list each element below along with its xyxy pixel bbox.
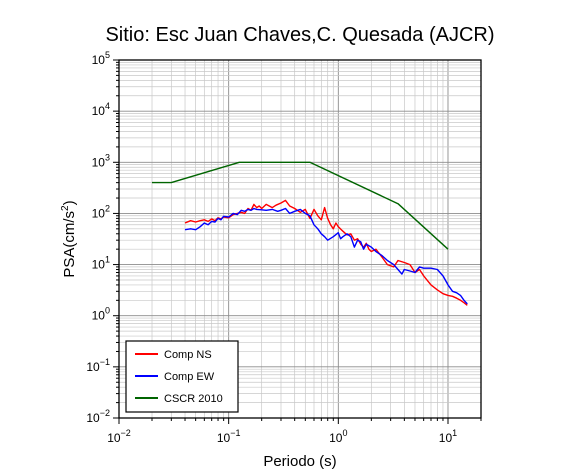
- y-tick-exponent: 2: [105, 203, 110, 213]
- y-tick-base: 10: [86, 411, 100, 425]
- legend-label-comp-ns: Comp NS: [164, 349, 212, 361]
- legend-label-cscr-2010: CSCR 2010: [164, 393, 223, 405]
- y-tick-base: 10: [92, 258, 106, 272]
- x-tick-base: 10: [107, 431, 121, 445]
- y-tick-base: 10: [92, 53, 106, 67]
- chart-title: Sitio: Esc Juan Chaves,C. Quesada (AJCR): [105, 24, 494, 46]
- x-tick-labels: 10−2 10−1 100 101: [107, 428, 457, 445]
- x-tick-label: 10−2: [107, 428, 131, 445]
- x-tick-base: 10: [439, 431, 453, 445]
- y-tick-exponent: 0: [105, 306, 110, 316]
- y-tick-base: 10: [86, 360, 100, 374]
- y-tick-label: 105: [92, 50, 110, 67]
- legend-items: Comp NS Comp EW CSCR 2010: [135, 349, 223, 405]
- y-tick-label: 10−2: [86, 408, 110, 425]
- y-tick-exponent: 4: [105, 101, 110, 111]
- x-tick-exponent: 1: [452, 428, 457, 438]
- x-tick-base: 10: [217, 431, 231, 445]
- y-tick-label: 104: [92, 101, 110, 118]
- y-tick-base: 10: [92, 309, 106, 323]
- y-tick-label: 102: [92, 203, 110, 220]
- x-tick-exponent: 0: [342, 428, 347, 438]
- y-tick-label: 103: [92, 152, 110, 169]
- x-tick-label: 10−1: [217, 428, 241, 445]
- x-tick-label: 100: [329, 428, 347, 445]
- y-tick-label: 100: [92, 306, 110, 323]
- y-axis-label-superscript: 2: [60, 205, 71, 211]
- y-tick-base: 10: [92, 104, 106, 118]
- y-tick-base: 10: [92, 155, 106, 169]
- y-tick-exponent: 3: [105, 152, 110, 162]
- legend: Comp NS Comp EW CSCR 2010: [125, 340, 239, 413]
- legend-label-comp-ew: Comp EW: [164, 371, 215, 383]
- y-tick-exponent: −1: [100, 357, 110, 367]
- y-tick-exponent: 5: [105, 50, 110, 60]
- series-layer: [152, 161, 468, 306]
- x-axis-label: Periodo (s): [263, 453, 336, 470]
- x-tick-label: 101: [439, 428, 457, 445]
- y-axis-label: PSA(cm/s2): [60, 200, 78, 277]
- x-tick-exponent: −1: [230, 428, 240, 438]
- y-tick-label: 101: [92, 255, 110, 272]
- y-tick-exponent: 1: [105, 255, 110, 265]
- y-tick-exponent: −2: [100, 408, 110, 418]
- series-line-comp-ew: [184, 207, 468, 305]
- x-tick-base: 10: [329, 431, 343, 445]
- y-tick-label: 10−1: [86, 357, 110, 374]
- plot-frame: [118, 59, 482, 419]
- y-tick-base: 10: [92, 206, 106, 220]
- series-line-comp-ns: [184, 199, 468, 306]
- series-line-cscr-2010: [152, 161, 449, 250]
- y-axis-label-base: PSA(cm/s: [61, 211, 78, 278]
- x-tick-exponent: −2: [121, 428, 131, 438]
- y-axis-label-end: ): [61, 200, 78, 205]
